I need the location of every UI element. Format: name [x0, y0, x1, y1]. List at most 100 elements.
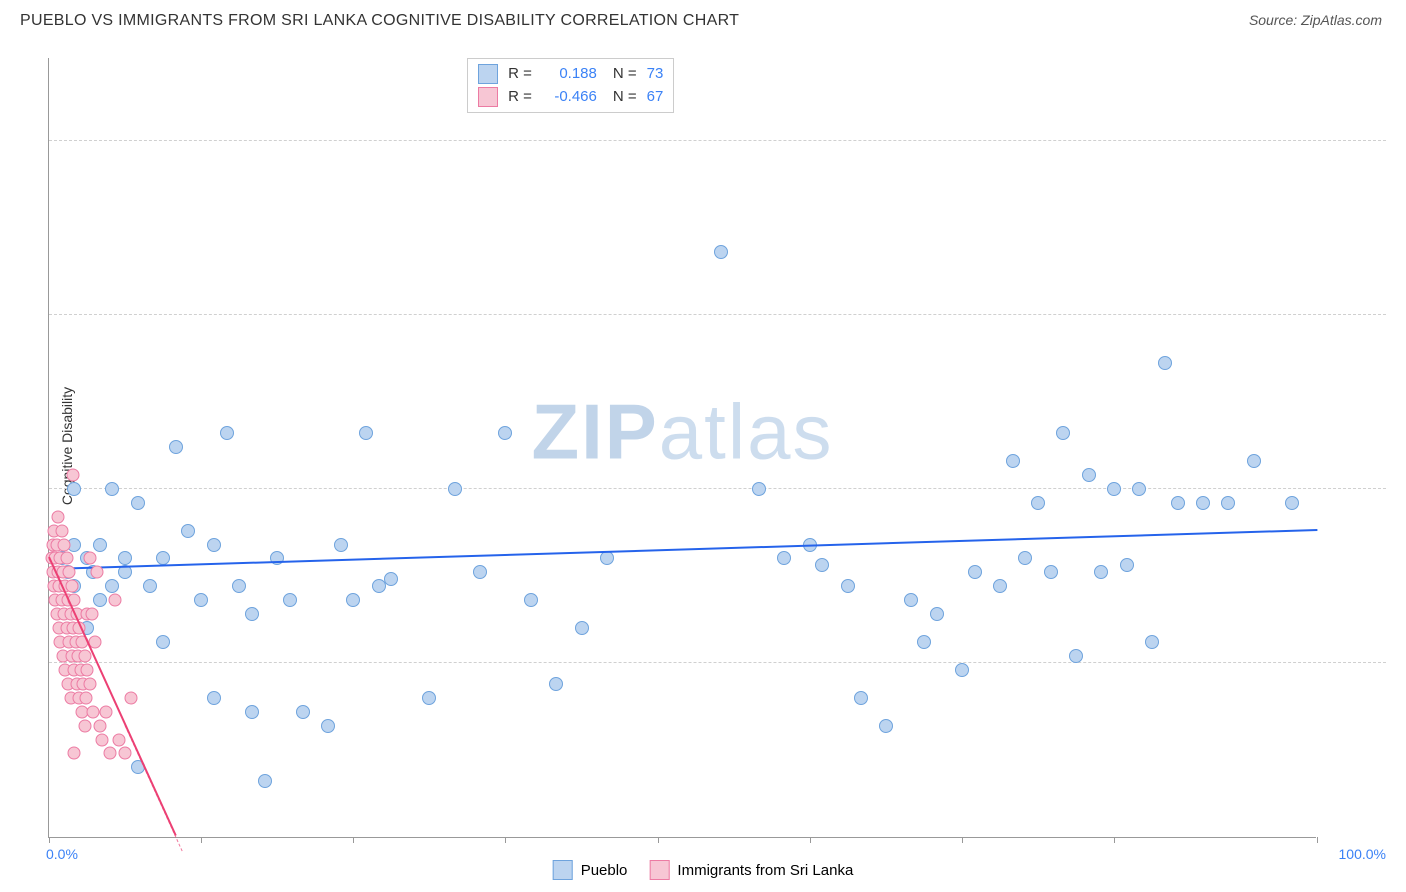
scatter-point — [232, 579, 246, 593]
scatter-point — [854, 691, 868, 705]
scatter-point — [58, 538, 71, 551]
gridline-h: 37.5% — [49, 314, 1386, 315]
scatter-point — [422, 691, 436, 705]
scatter-point — [575, 621, 589, 635]
scatter-point — [714, 245, 728, 259]
scatter-point — [65, 580, 78, 593]
gridline-h: 25.0% — [49, 488, 1386, 489]
scatter-point — [498, 426, 512, 440]
scatter-point — [93, 538, 107, 552]
watermark: ZIPatlas — [531, 386, 833, 477]
scatter-point — [384, 572, 398, 586]
scatter-point — [181, 524, 195, 538]
scatter-point — [1120, 558, 1134, 572]
scatter-point — [156, 635, 170, 649]
scatter-point — [67, 482, 81, 496]
scatter-point — [777, 551, 791, 565]
legend-swatch — [553, 860, 573, 880]
stats-legend-row: R =0.188N =73 — [478, 63, 663, 86]
scatter-point — [86, 608, 99, 621]
r-value: -0.466 — [542, 86, 597, 109]
source-label: Source: — [1249, 12, 1301, 28]
scatter-point — [245, 705, 259, 719]
scatter-point — [118, 551, 132, 565]
x-tick — [201, 837, 202, 843]
scatter-point — [96, 733, 109, 746]
n-value: 73 — [647, 63, 664, 86]
scatter-point — [51, 510, 64, 523]
scatter-point — [105, 579, 119, 593]
chart-header: PUEBLO VS IMMIGRANTS FROM SRI LANKA COGN… — [0, 0, 1406, 30]
scatter-point — [103, 747, 116, 760]
scatter-point — [125, 691, 138, 704]
scatter-point — [258, 774, 272, 788]
scatter-point — [83, 677, 96, 690]
y-tick-label: 12.5% — [1396, 653, 1406, 669]
scatter-point — [968, 565, 982, 579]
scatter-point — [1031, 496, 1045, 510]
gridline-h: 12.5% — [49, 662, 1386, 663]
source-value: ZipAtlas.com — [1301, 12, 1382, 28]
legend-swatch — [649, 860, 669, 880]
scatter-point — [87, 705, 100, 718]
legend-label: Pueblo — [581, 862, 628, 879]
n-label: N = — [613, 63, 637, 86]
legend-label: Immigrants from Sri Lanka — [677, 862, 853, 879]
scatter-point — [473, 565, 487, 579]
scatter-point — [78, 649, 91, 662]
legend-swatch — [478, 64, 498, 84]
scatter-point — [359, 426, 373, 440]
scatter-point — [879, 719, 893, 733]
scatter-point — [169, 440, 183, 454]
scatter-point — [1094, 565, 1108, 579]
scatter-point — [207, 691, 221, 705]
scatter-point — [321, 719, 335, 733]
gridline-h: 50.0% — [49, 140, 1386, 141]
scatter-point — [955, 663, 969, 677]
scatter-point — [549, 677, 563, 691]
scatter-point — [78, 719, 91, 732]
scatter-point — [207, 538, 221, 552]
source-attribution: Source: ZipAtlas.com — [1249, 12, 1382, 28]
bottom-legend: Pueblo Immigrants from Sri Lanka — [553, 860, 854, 880]
scatter-point — [1158, 356, 1172, 370]
scatter-point — [1107, 482, 1121, 496]
x-axis-min-label: 0.0% — [46, 846, 78, 862]
scatter-point — [67, 468, 80, 481]
x-tick — [962, 837, 963, 843]
scatter-point — [930, 607, 944, 621]
y-tick-label: 25.0% — [1396, 479, 1406, 495]
x-tick — [505, 837, 506, 843]
scatter-point — [131, 496, 145, 510]
chart-title: PUEBLO VS IMMIGRANTS FROM SRI LANKA COGN… — [20, 12, 739, 30]
r-label: R = — [508, 63, 532, 86]
scatter-point — [100, 705, 113, 718]
scatter-point — [105, 482, 119, 496]
x-tick — [1114, 837, 1115, 843]
scatter-point — [334, 538, 348, 552]
y-tick-label: 37.5% — [1396, 305, 1406, 321]
scatter-point — [194, 593, 208, 607]
scatter-point — [1018, 551, 1032, 565]
scatter-point — [1132, 482, 1146, 496]
scatter-point — [1285, 496, 1299, 510]
x-tick — [49, 837, 50, 843]
scatter-point — [752, 482, 766, 496]
scatter-chart: ZIPatlas R =0.188N =73R =-0.466N =67 12.… — [48, 58, 1316, 838]
scatter-point — [220, 426, 234, 440]
scatter-point — [1171, 496, 1185, 510]
legend-item: Pueblo — [553, 860, 628, 880]
legend-item: Immigrants from Sri Lanka — [649, 860, 853, 880]
scatter-point — [79, 691, 92, 704]
scatter-point — [283, 593, 297, 607]
scatter-point — [841, 579, 855, 593]
scatter-point — [993, 579, 1007, 593]
scatter-point — [1006, 454, 1020, 468]
scatter-point — [1056, 426, 1070, 440]
x-axis-max-label: 100.0% — [1339, 846, 1386, 862]
scatter-point — [270, 551, 284, 565]
scatter-point — [1069, 649, 1083, 663]
scatter-point — [1145, 635, 1159, 649]
stats-legend-row: R =-0.466N =67 — [478, 86, 663, 109]
x-tick — [353, 837, 354, 843]
